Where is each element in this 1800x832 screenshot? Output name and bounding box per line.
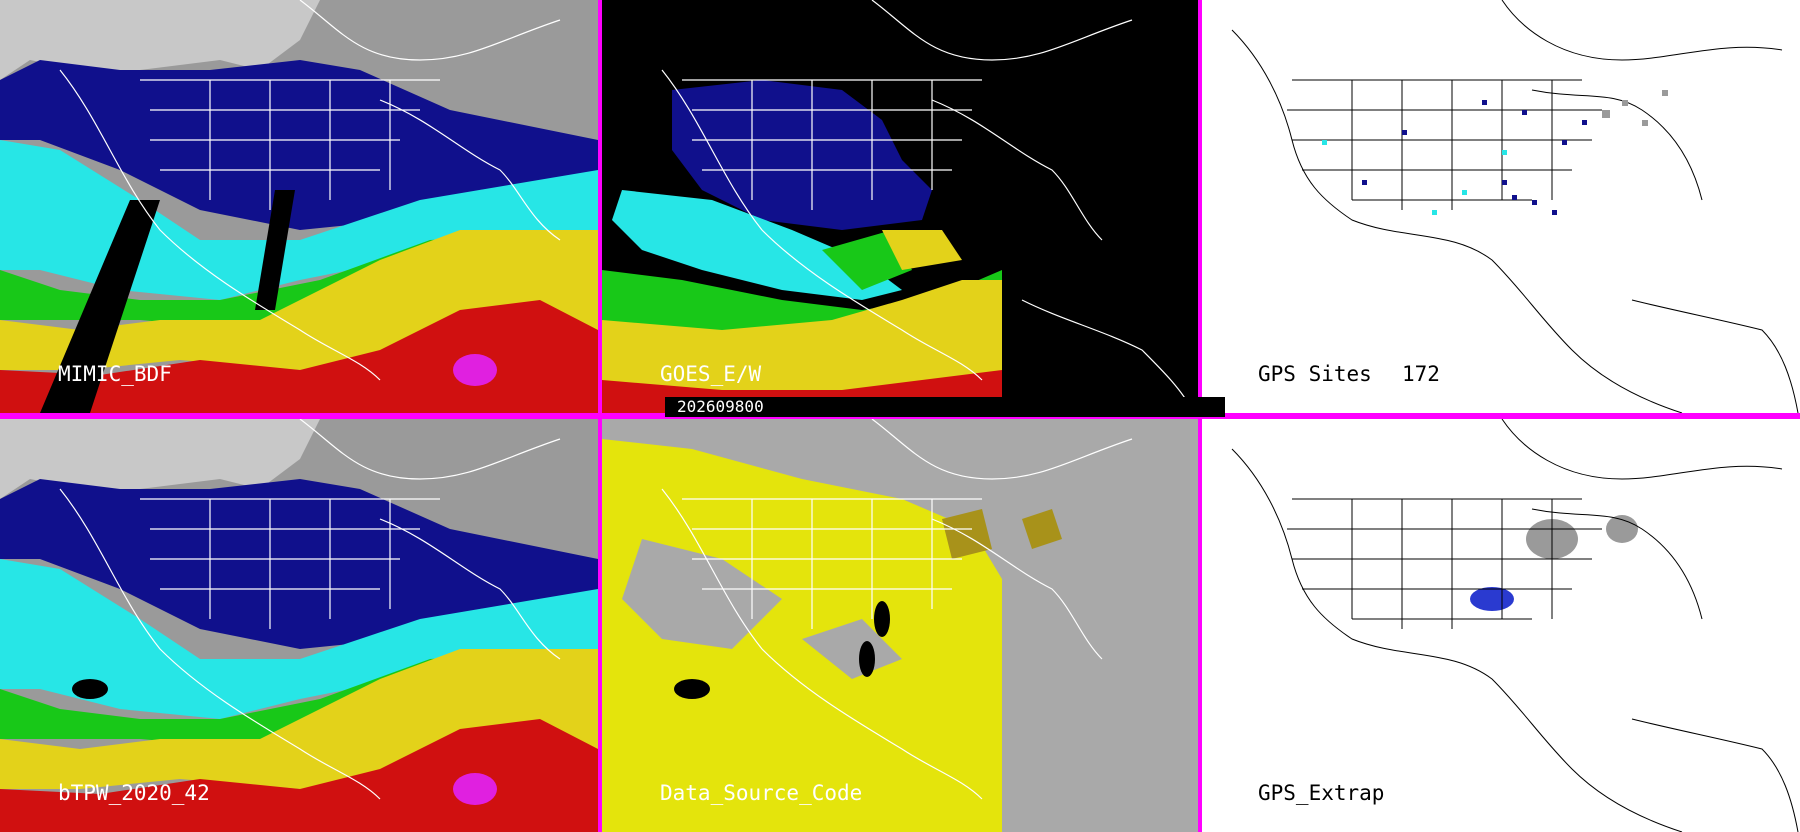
panel-label: MIMIC_BDF (58, 362, 172, 386)
map-panel-data-source: Data_Source_Code (602, 419, 1198, 832)
gps-extrap-map (1202, 419, 1800, 832)
timestamp-bar: 202609800 (665, 397, 1225, 417)
gps-sites-map (1202, 0, 1800, 413)
panel-label: GPS_Extrap (1258, 781, 1385, 805)
map-panel-btpw: bTPW_2020_42 (0, 419, 598, 832)
map-panel-mimic: MIMIC_BDF (0, 0, 598, 413)
map-panel-gps-extrap: GPS_Extrap (1202, 419, 1800, 832)
panel-label: GOES_E/W (660, 362, 762, 386)
btpw-field (0, 419, 598, 832)
map-panel-goes: GOES_E/W (602, 0, 1198, 413)
tpw-field (0, 0, 598, 413)
map-panel-gps-sites: GPS Sites 172 (1202, 0, 1800, 413)
gps-site-count: 172 (1402, 362, 1440, 386)
panel-label: Data_Source_Code (660, 781, 863, 805)
data-source-field (602, 419, 1198, 832)
panel-label: GPS Sites (1258, 362, 1372, 386)
panel-label: bTPW_2020_42 (58, 781, 210, 805)
goes-field (602, 0, 1198, 413)
